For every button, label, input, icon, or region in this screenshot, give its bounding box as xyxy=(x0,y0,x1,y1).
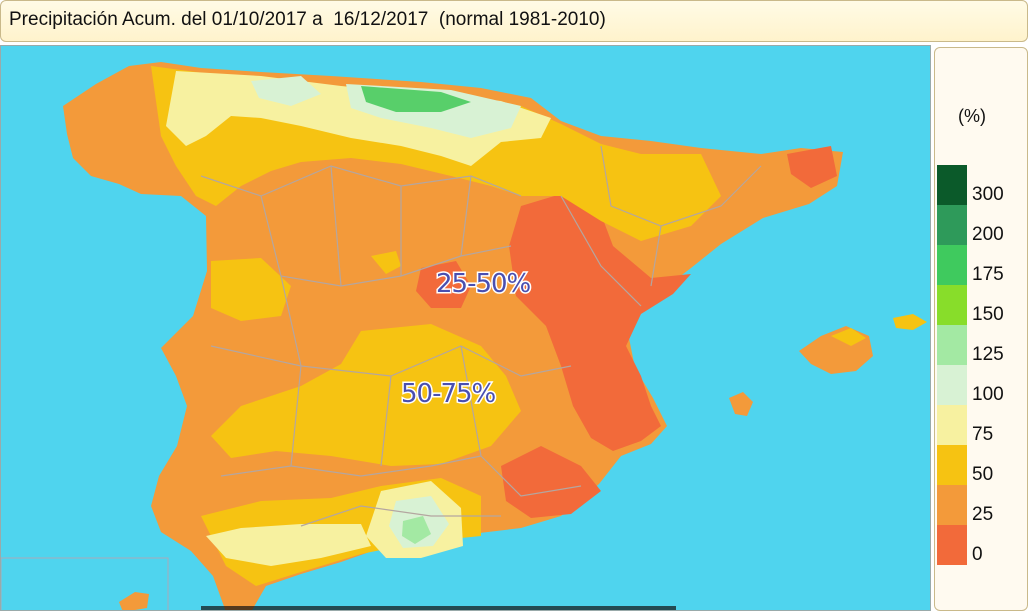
zone-0-25-center xyxy=(416,261,471,308)
map-label-50-75: 50-75% xyxy=(401,379,496,409)
map-svg: 25-50% 50-75% xyxy=(1,46,930,610)
legend-swatch xyxy=(937,165,967,205)
legend-swatch xyxy=(937,485,967,525)
legend-tick-label: 300 xyxy=(972,184,1004,205)
legend-swatch xyxy=(937,245,967,285)
legend-swatch xyxy=(937,445,967,485)
legend-tick-label: 50 xyxy=(972,464,994,485)
legend-color-bar xyxy=(937,165,967,565)
legend-unit: (%) xyxy=(958,106,986,126)
legend-swatch xyxy=(937,405,967,445)
zone-50-75-west xyxy=(211,258,291,321)
map-label-25-50: 25-50% xyxy=(436,269,531,299)
precipitation-map[interactable]: 25-50% 50-75% xyxy=(0,45,931,611)
legend-tick-label: 100 xyxy=(972,384,1004,405)
canary-inset-frame xyxy=(1,557,169,610)
legend-tick-label: 125 xyxy=(972,344,1004,365)
balearic-menorca xyxy=(893,314,927,330)
map-title: Precipitación Acum. del 01/10/2017 a 16/… xyxy=(9,9,606,30)
zone-100-125-north xyxy=(251,76,321,106)
zone-0-25-east xyxy=(509,194,691,451)
legend-tick-label: 75 xyxy=(972,424,994,445)
legend-tick-label: 150 xyxy=(972,304,1004,325)
zone-50-75-center xyxy=(211,324,521,466)
zone-0-25-catalonia xyxy=(787,146,837,188)
legend-tick-label: 175 xyxy=(972,264,1004,285)
legend-swatch xyxy=(937,205,967,245)
legend-swatch xyxy=(937,285,967,325)
legend-tick-label: 0 xyxy=(972,544,983,565)
title-bar: Precipitación Acum. del 01/10/2017 a 16/… xyxy=(0,0,1028,42)
zone-75-100-southwest xyxy=(206,524,371,566)
balearic-ibiza xyxy=(729,392,753,416)
bottom-overlay-strip xyxy=(201,606,676,610)
balearic-mallorca-north xyxy=(831,328,866,346)
legend-swatch xyxy=(937,365,967,405)
legend-swatch xyxy=(937,525,967,565)
legend-tick-label: 25 xyxy=(972,504,994,525)
zone-125-150-south xyxy=(402,516,431,544)
zone-150-175-cantabria xyxy=(361,86,471,112)
legend-tick-label: 200 xyxy=(972,224,1004,245)
inset-island xyxy=(119,592,149,610)
legend-swatch xyxy=(937,325,967,365)
zone-50-75-spot xyxy=(371,251,401,274)
zone-0-25-southeast xyxy=(501,446,601,518)
province-borders xyxy=(200,145,762,527)
